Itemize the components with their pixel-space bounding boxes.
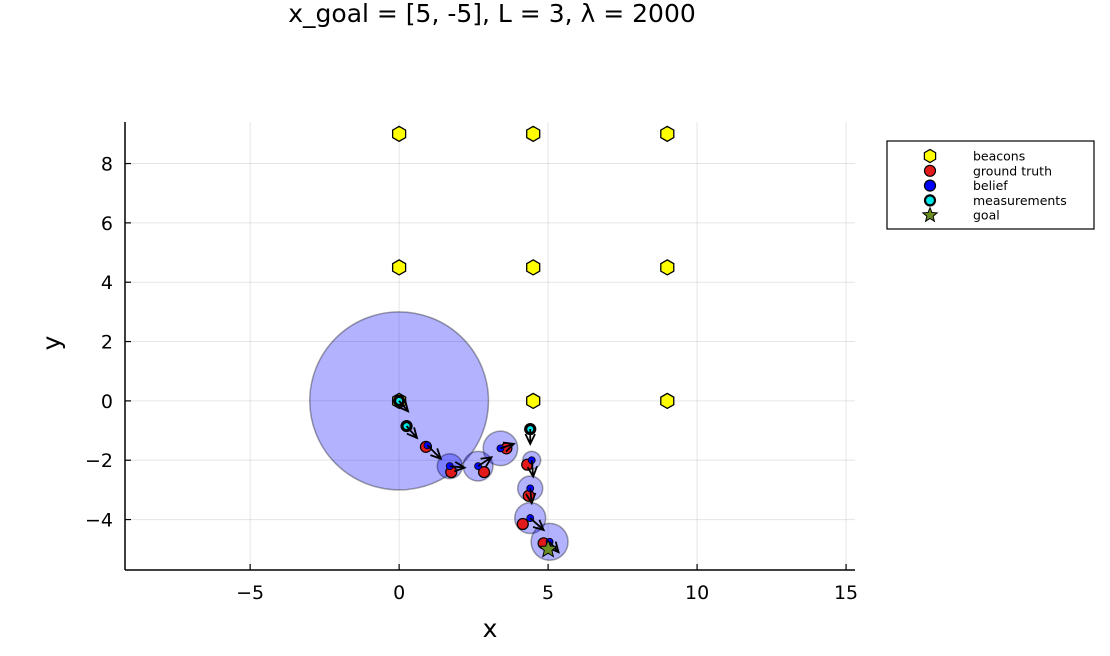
uncertainty-ellipses [308,311,569,561]
beacon-marker [526,125,541,143]
legend-ring-icon [923,194,937,207]
beacon-marker [526,392,541,410]
heading-arrow-head [480,456,494,468]
heading-arrow-shaft [426,444,442,460]
legend-label: goal [973,208,1000,223]
x-tick-labels: −5 0 5 10 15 [236,564,858,604]
beacon-marker [660,392,675,410]
heading-arrow-shaft [500,443,515,450]
x-tick-label: −5 [236,582,264,604]
heading-arrow-shaft [529,517,545,531]
legend-star-icon [921,206,939,223]
legend-circle-icon [923,164,937,177]
goal-marker-group [538,538,558,558]
beacon-marker [660,125,675,143]
beacon-marker [660,259,675,276]
legend-label: measurements [973,193,1067,208]
heading-arrow-head [502,441,516,453]
x-tick-label: 15 [834,582,858,604]
goal-marker [538,538,558,558]
heading-arrow-head [524,433,536,446]
ground-truth-marker [477,465,491,479]
legend-box [886,140,1095,230]
y-tick-label: −4 [85,510,113,532]
heading-arrows [397,400,560,554]
y-tick-label: 6 [101,213,113,235]
heading-arrow-head [454,461,467,473]
x-tick-label: 10 [685,582,709,604]
heading-arrow-head [430,448,443,461]
y-tick-label: 4 [101,272,113,294]
axes [124,122,855,571]
x-axis-label: x [483,614,498,643]
x-tick-label: 5 [542,582,554,604]
y-tick-label: 8 [101,154,113,176]
heading-arrow-shaft [405,425,418,439]
y-tick-labels: −4 −2 0 2 4 6 8 [85,154,131,532]
legend-label: beacons [973,149,1025,164]
y-tick-label: 2 [101,332,113,354]
ground-truth-marker [516,517,529,531]
chart-title: x_goal = [5, -5], L = 3, λ = 2000 [288,0,696,28]
legend-circle-icon [923,179,937,192]
y-tick-label: −2 [85,450,113,472]
grid-lines [125,122,855,570]
beacon-marker [391,259,407,276]
heading-arrow-shaft [529,488,533,504]
heading-arrow-head [526,465,538,479]
y-tick-label: 0 [101,391,113,413]
heading-arrow-head [406,427,419,440]
legend-label: ground truth [973,163,1052,178]
legend-beacon-icon [923,148,937,164]
legend-label: belief [973,178,1008,193]
heading-arrow-head [525,492,537,506]
heading-arrow-head [532,519,546,532]
heading-arrow-shaft [398,400,409,412]
heading-arrow-shaft [449,465,465,469]
beacon-marker [391,125,407,143]
heading-arrow-shaft [530,460,535,477]
beacon-marker [526,259,541,276]
y-axis-label: y [37,335,66,350]
heading-arrow-head [397,400,410,413]
beacon-markers [391,125,675,410]
heading-arrow-shaft [477,456,492,467]
x-tick-label: 0 [393,582,405,604]
